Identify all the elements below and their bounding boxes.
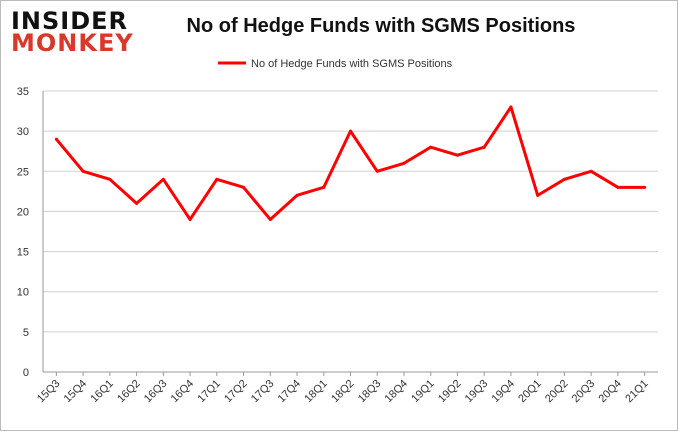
x-tick-label: 19Q1 [409, 378, 437, 406]
data-point [54, 137, 58, 141]
x-tick-label: 20Q2 [543, 378, 571, 406]
x-tick-label: 15Q4 [62, 378, 90, 406]
y-tick-label: 0 [23, 367, 29, 379]
data-point [562, 177, 566, 181]
x-tick-label: 19Q4 [490, 378, 518, 406]
x-tick-label: 18Q2 [329, 378, 357, 406]
data-point [349, 129, 352, 133]
x-tick-label: 15Q3 [35, 378, 63, 406]
data-point [536, 193, 540, 197]
chart-title: No of Hedge Funds with SGMS Positions [186, 15, 576, 37]
y-tick-label: 20 [17, 206, 29, 218]
x-tick-label: 20Q3 [570, 378, 598, 406]
x-tick-label: 20Q4 [596, 378, 624, 406]
x-tick-label: 21Q1 [623, 378, 651, 406]
data-point [322, 185, 326, 189]
data-point [455, 153, 459, 157]
logo-insider: INSIDER [11, 7, 129, 35]
x-tick-label: 16Q4 [169, 378, 197, 406]
x-tick-label: 20Q1 [516, 378, 544, 406]
x-tick-label: 17Q3 [249, 378, 277, 406]
series-line [55, 105, 645, 221]
data-point [161, 177, 165, 181]
data-point [643, 185, 647, 189]
y-tick-label: 5 [23, 327, 29, 339]
data-point [509, 105, 513, 109]
data-point [215, 177, 219, 181]
y-tick-label: 15 [17, 247, 29, 259]
data-point [589, 169, 593, 173]
data-point [188, 217, 192, 221]
data-point [429, 145, 433, 149]
y-tick-label: 30 [17, 126, 29, 138]
y-tick-label: 35 [17, 86, 29, 98]
x-tick-label: 17Q4 [276, 378, 304, 406]
x-tick-label: 18Q3 [356, 378, 384, 406]
y-tick-label: 25 [17, 166, 29, 178]
data-point [108, 177, 112, 181]
data-point [482, 145, 486, 149]
logo-monkey: MONKEY [11, 29, 134, 57]
x-tick-label: 16Q1 [88, 378, 116, 406]
x-tick-label: 19Q2 [436, 378, 464, 406]
x-tick-label: 16Q3 [142, 378, 170, 406]
x-tick-label: 19Q3 [463, 378, 491, 406]
data-point [295, 193, 299, 197]
data-point [616, 185, 620, 189]
data-point [375, 169, 379, 173]
y-tick-label: 10 [17, 287, 29, 299]
x-tick-label: 17Q2 [222, 378, 250, 406]
data-point [242, 185, 246, 189]
x-tick-label: 18Q4 [383, 378, 411, 406]
x-tick-label: 17Q1 [195, 378, 223, 406]
legend-label: No of Hedge Funds with SGMS Positions [251, 58, 453, 70]
data-point [402, 161, 406, 165]
x-tick-label: 16Q2 [115, 378, 143, 406]
x-tick-label: 18Q1 [302, 378, 330, 406]
data-point [135, 201, 139, 205]
data-point [81, 169, 85, 173]
data-point [268, 217, 272, 221]
